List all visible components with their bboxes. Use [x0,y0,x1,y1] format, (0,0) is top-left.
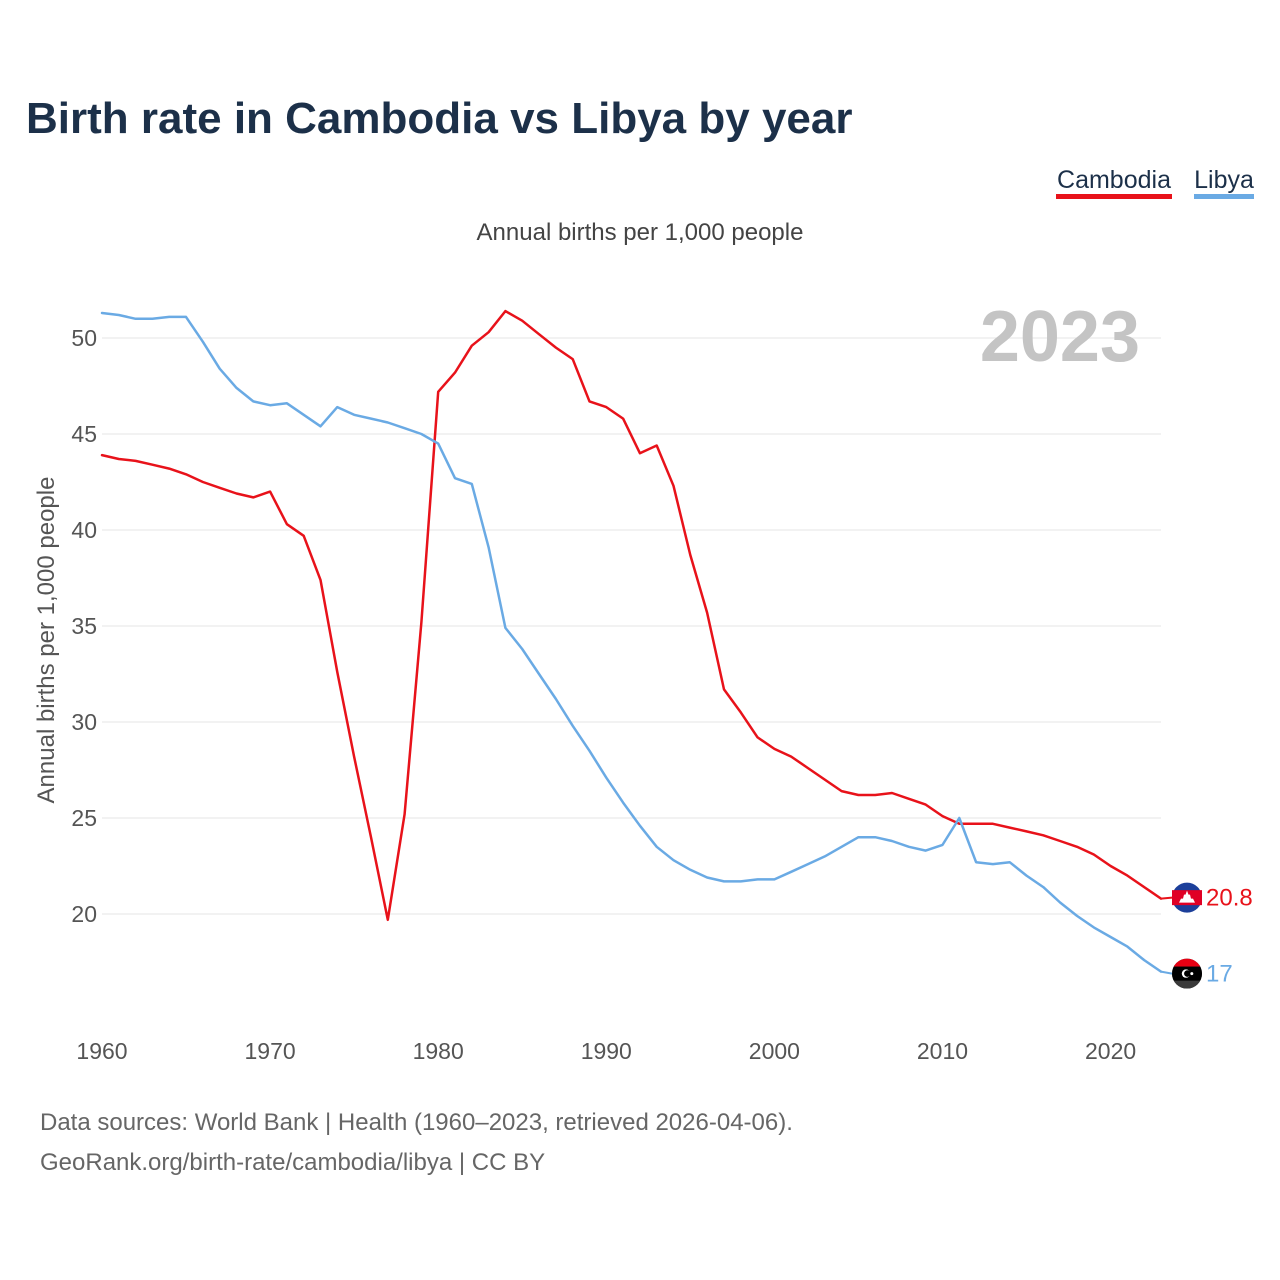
y-axis-label: Annual births per 1,000 people [33,477,60,804]
end-value-cambodia: 20.8 [1206,885,1253,912]
y-tick-label: 30 [71,709,97,735]
legend-item-cambodia[interactable]: Cambodia [1056,166,1172,199]
legend-swatch-cambodia [1056,194,1172,199]
y-tick-label: 25 [71,805,97,831]
footer-url: GeoRank.org/birth-rate/cambodia/libya | … [40,1149,545,1176]
y-tick-label: 20 [71,901,97,927]
libya-flag-icon [1172,958,1202,989]
x-tick-label: 2000 [749,1038,800,1064]
year-overlay: 2023 [980,297,1140,377]
chart-title: Birth rate in Cambodia vs Libya by year [26,94,852,143]
y-tick-label: 50 [71,325,97,351]
end-markers: 20.8 17 [1160,882,1253,989]
gridlines [102,337,1161,915]
y-axis-ticks: 20 25 30 35 40 45 50 [71,325,97,927]
y-tick-label: 45 [71,421,97,447]
series-lines [100,309,1163,973]
legend-label-libya: Libya [1194,166,1254,194]
end-connector-libya [1160,970,1173,975]
footer-source: Data sources: World Bank | Health (1960–… [40,1109,793,1136]
y-tick-label: 40 [71,517,97,543]
legend-label-cambodia: Cambodia [1057,166,1171,194]
y-tick-label: 35 [71,613,97,639]
legend: Cambodia Libya [1056,166,1254,199]
legend-item-libya[interactable]: Libya [1194,166,1254,199]
x-tick-label: 1980 [413,1038,464,1064]
x-tick-label: 2010 [917,1038,968,1064]
x-tick-label: 2020 [1085,1038,1136,1064]
x-tick-label: 1970 [245,1038,296,1064]
x-tick-label: 1960 [76,1038,127,1064]
cambodia-flag-icon [1172,882,1202,913]
x-tick-label: 1990 [581,1038,632,1064]
x-axis-ticks: 1960 1970 1980 1990 2000 2010 2020 [76,1038,1136,1064]
end-connector-cambodia [1160,896,1173,900]
series-line-cambodia [100,309,1163,922]
series-line-libya [100,311,1163,973]
end-value-libya: 17 [1206,961,1233,988]
chart-subtitle: Annual births per 1,000 people [477,219,804,246]
legend-swatch-libya [1194,194,1254,199]
